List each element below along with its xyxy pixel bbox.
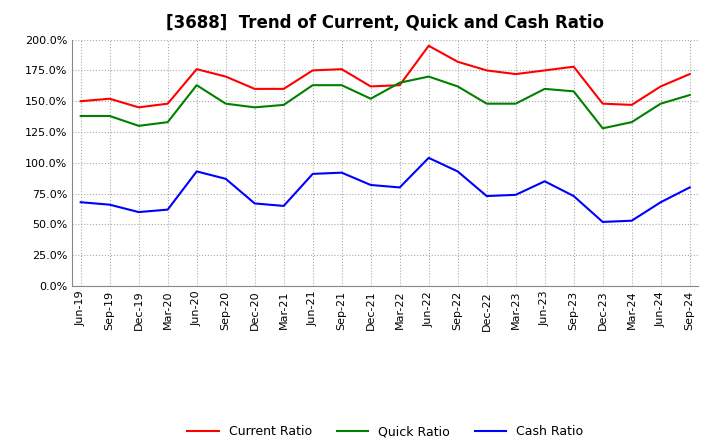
Quick Ratio (279, 102, 288, 107)
Cash Ratio (76, 200, 85, 205)
Line: Quick Ratio: Quick Ratio (81, 77, 690, 128)
Cash Ratio (279, 203, 288, 209)
Current Ratio (338, 66, 346, 72)
Current Ratio (627, 102, 636, 107)
Cash Ratio (192, 169, 201, 174)
Quick Ratio (657, 101, 665, 106)
Cash Ratio (541, 179, 549, 184)
Current Ratio (482, 68, 491, 73)
Cash Ratio (105, 202, 114, 207)
Current Ratio (511, 71, 520, 77)
Current Ratio (135, 105, 143, 110)
Quick Ratio (598, 126, 607, 131)
Current Ratio (163, 101, 172, 106)
Quick Ratio (192, 83, 201, 88)
Quick Ratio (482, 101, 491, 106)
Current Ratio (76, 99, 85, 104)
Cash Ratio (366, 182, 375, 187)
Quick Ratio (685, 92, 694, 98)
Quick Ratio (454, 84, 462, 89)
Quick Ratio (105, 114, 114, 119)
Title: [3688]  Trend of Current, Quick and Cash Ratio: [3688] Trend of Current, Quick and Cash … (166, 15, 604, 33)
Current Ratio (395, 83, 404, 88)
Current Ratio (657, 84, 665, 89)
Quick Ratio (511, 101, 520, 106)
Cash Ratio (627, 218, 636, 224)
Cash Ratio (598, 219, 607, 224)
Line: Current Ratio: Current Ratio (81, 46, 690, 107)
Current Ratio (308, 68, 317, 73)
Quick Ratio (541, 86, 549, 92)
Current Ratio (598, 101, 607, 106)
Cash Ratio (424, 155, 433, 161)
Cash Ratio (221, 176, 230, 181)
Cash Ratio (338, 170, 346, 175)
Cash Ratio (570, 194, 578, 199)
Cash Ratio (685, 185, 694, 190)
Legend: Current Ratio, Quick Ratio, Cash Ratio: Current Ratio, Quick Ratio, Cash Ratio (182, 420, 588, 440)
Cash Ratio (482, 194, 491, 199)
Quick Ratio (163, 120, 172, 125)
Quick Ratio (424, 74, 433, 79)
Line: Cash Ratio: Cash Ratio (81, 158, 690, 222)
Quick Ratio (366, 96, 375, 101)
Cash Ratio (395, 185, 404, 190)
Quick Ratio (308, 83, 317, 88)
Current Ratio (366, 84, 375, 89)
Quick Ratio (135, 123, 143, 128)
Current Ratio (221, 74, 230, 79)
Current Ratio (541, 68, 549, 73)
Current Ratio (105, 96, 114, 101)
Quick Ratio (251, 105, 259, 110)
Cash Ratio (308, 171, 317, 176)
Current Ratio (454, 59, 462, 64)
Cash Ratio (251, 201, 259, 206)
Current Ratio (251, 86, 259, 92)
Current Ratio (424, 43, 433, 48)
Quick Ratio (76, 114, 85, 119)
Quick Ratio (627, 120, 636, 125)
Current Ratio (279, 86, 288, 92)
Cash Ratio (657, 200, 665, 205)
Quick Ratio (570, 89, 578, 94)
Current Ratio (192, 66, 201, 72)
Cash Ratio (454, 169, 462, 174)
Cash Ratio (135, 209, 143, 215)
Quick Ratio (338, 83, 346, 88)
Current Ratio (685, 71, 694, 77)
Quick Ratio (221, 101, 230, 106)
Current Ratio (570, 64, 578, 70)
Cash Ratio (163, 207, 172, 212)
Cash Ratio (511, 192, 520, 198)
Quick Ratio (395, 80, 404, 85)
